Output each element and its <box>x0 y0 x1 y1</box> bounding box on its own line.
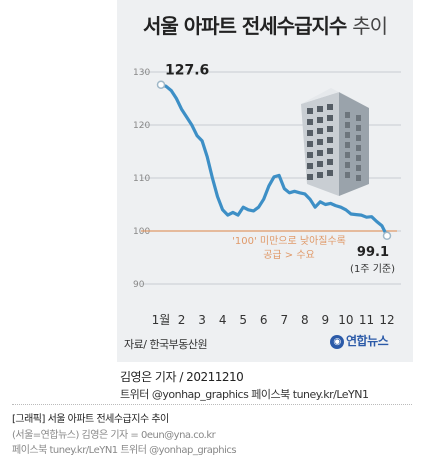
building-window <box>317 172 323 178</box>
building-window-side <box>345 132 350 138</box>
building-window <box>327 137 333 143</box>
x-tick-9: 9 <box>322 313 330 327</box>
building-window <box>327 115 333 121</box>
building-window <box>307 130 313 136</box>
building-window-side <box>356 145 361 151</box>
building-window <box>307 174 313 180</box>
divider <box>12 404 412 405</box>
building-window <box>327 170 333 176</box>
x-tick-4: 4 <box>219 313 227 327</box>
series-line <box>159 83 389 238</box>
x-tick-2: 2 <box>178 313 186 327</box>
caption-social: 페이스북 tuney.kr/LeYN1 트위터 @yonhap_graphics <box>12 445 237 456</box>
caption-credit: (서울=연합뉴스) 김영은 기자 = 0eun@yna.co.kr <box>12 430 216 441</box>
building-window <box>317 128 323 134</box>
x-tick-12: 12 <box>379 313 394 327</box>
building-roof <box>301 88 369 108</box>
y-tick-90: 90 <box>133 280 145 290</box>
building-window-side <box>356 125 361 131</box>
building-window <box>327 104 333 110</box>
building-window-side <box>345 162 350 168</box>
building-window <box>307 152 313 158</box>
building-side <box>339 92 369 196</box>
building-window <box>317 139 323 145</box>
building-window <box>317 106 323 112</box>
caption-title: [그래픽] 서울 아파트 전세수급지수 추이 <box>12 414 169 425</box>
building-window-side <box>356 115 361 121</box>
start-value-label: 127.6 <box>165 63 209 79</box>
building-window <box>307 119 313 125</box>
reference-note-line1: '100' 미만으로 낮아질수록 <box>232 235 346 247</box>
x-tick-8: 8 <box>301 313 309 327</box>
source-label: 자료/ 한국부동산원 <box>124 338 208 351</box>
building-window <box>307 163 313 169</box>
building-window-side <box>345 172 350 178</box>
end-note-label: (1주 기준) <box>350 263 395 275</box>
y-tick-100: 100 <box>133 227 150 237</box>
building-window <box>307 141 313 147</box>
building-window-side <box>356 165 361 171</box>
social-line: 트위터 @yonhap_graphics 페이스북 tuney.kr/LeYN1 <box>120 388 369 401</box>
x-tick-10: 10 <box>338 313 353 327</box>
x-tick-1월: 1월 <box>152 313 171 327</box>
building-window-side <box>345 142 350 148</box>
building-window <box>327 159 333 165</box>
author-line: 김영은 기자 / 20211210 <box>120 370 244 384</box>
start-point <box>156 80 166 89</box>
x-tick-3: 3 <box>198 313 206 327</box>
line-chart: 90 100 110 120 130 1월 2 3 4 5 6 7 8 9 10 11 12 127.6 99… <box>133 63 401 327</box>
x-tick-6: 6 <box>260 313 268 327</box>
building-icon <box>301 88 369 196</box>
title-light: 추이 <box>352 14 388 38</box>
building-window <box>317 161 323 167</box>
building-window-side <box>345 122 350 128</box>
logo-text: 연합뉴스 <box>346 334 389 348</box>
title-bold: 서울 아파트 전세수급지수 <box>142 14 347 38</box>
building-window-side <box>356 135 361 141</box>
y-axis: 90 100 110 120 130 <box>133 68 150 290</box>
building-window-side <box>356 175 361 181</box>
building-window <box>317 150 323 156</box>
building-window <box>327 126 333 132</box>
y-tick-130: 130 <box>133 68 150 78</box>
end-point <box>382 231 392 241</box>
y-tick-120: 120 <box>133 121 150 131</box>
x-tick-11: 11 <box>359 313 374 327</box>
x-tick-7: 7 <box>280 313 288 327</box>
chart-title: 서울 아파트 전세수급지수 추이 <box>117 10 413 50</box>
reference-note-line2: 공급 > 수요 <box>263 249 315 261</box>
building-window-side <box>356 155 361 161</box>
end-value-label: 99.1 <box>357 245 389 260</box>
y-tick-110: 110 <box>133 174 150 184</box>
yonhap-logo-icon: ◉ <box>330 334 344 349</box>
x-axis: 1월 2 3 4 5 6 7 8 9 10 11 12 <box>152 313 395 327</box>
building-window-side <box>345 112 350 118</box>
yonhap-logo: ◉ 연합뉴스 <box>330 332 389 349</box>
building-window <box>327 148 333 154</box>
building-window-side <box>345 152 350 158</box>
building-window <box>317 117 323 123</box>
building-window <box>307 108 313 114</box>
x-tick-5: 5 <box>239 313 247 327</box>
